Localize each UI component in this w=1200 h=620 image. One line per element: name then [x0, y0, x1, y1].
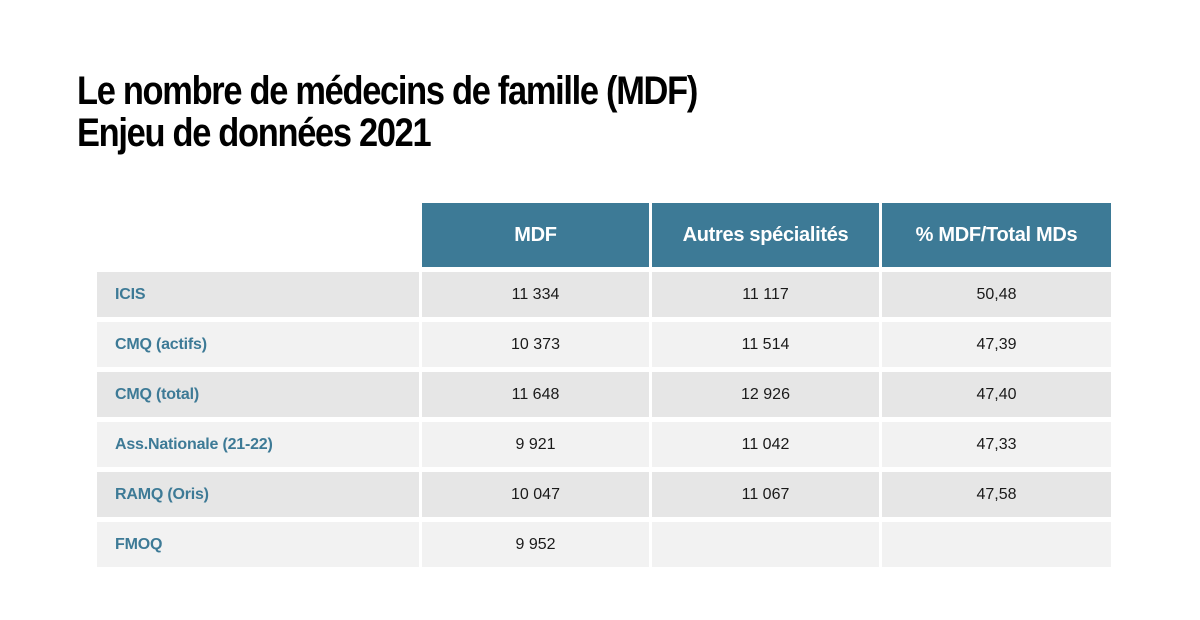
table-row: CMQ (actifs) 10 373 11 514 47,39 [97, 322, 1111, 367]
cell-mdf: 11 648 [422, 372, 649, 417]
row-label: ICIS [97, 272, 419, 317]
cell-pct: 47,39 [882, 322, 1111, 367]
row-label: FMOQ [97, 522, 419, 567]
header-cell-autres: Autres spécialités [652, 203, 879, 267]
cell-mdf: 10 047 [422, 472, 649, 517]
table-row: CMQ (total) 11 648 12 926 47,40 [97, 372, 1111, 417]
page-title: Le nombre de médecins de famille (MDF) E… [77, 70, 1077, 154]
table-header-row: MDF Autres spécialités % MDF/Total MDs [97, 203, 1111, 267]
cell-autres: 11 117 [652, 272, 879, 317]
row-label: RAMQ (Oris) [97, 472, 419, 517]
table-row: ICIS 11 334 11 117 50,48 [97, 272, 1111, 317]
title-line-1: Le nombre de médecins de famille (MDF) [77, 69, 698, 113]
cell-autres: 11 042 [652, 422, 879, 467]
cell-autres: 12 926 [652, 372, 879, 417]
header-cell-pct: % MDF/Total MDs [882, 203, 1111, 267]
row-label: Ass.Nationale (21-22) [97, 422, 419, 467]
cell-mdf: 11 334 [422, 272, 649, 317]
row-label: CMQ (total) [97, 372, 419, 417]
header-cell-empty [97, 203, 419, 267]
table-row: FMOQ 9 952 [97, 522, 1111, 567]
cell-pct: 47,33 [882, 422, 1111, 467]
cell-pct [882, 522, 1111, 567]
data-table: MDF Autres spécialités % MDF/Total MDs I… [97, 203, 1111, 572]
cell-mdf: 9 952 [422, 522, 649, 567]
cell-autres: 11 514 [652, 322, 879, 367]
table-row: Ass.Nationale (21-22) 9 921 11 042 47,33 [97, 422, 1111, 467]
cell-mdf: 10 373 [422, 322, 649, 367]
table-row: RAMQ (Oris) 10 047 11 067 47,58 [97, 472, 1111, 517]
title-line-2: Enjeu de données 2021 [77, 111, 432, 155]
row-label: CMQ (actifs) [97, 322, 419, 367]
cell-pct: 47,58 [882, 472, 1111, 517]
cell-autres: 11 067 [652, 472, 879, 517]
cell-autres [652, 522, 879, 567]
cell-pct: 50,48 [882, 272, 1111, 317]
cell-pct: 47,40 [882, 372, 1111, 417]
cell-mdf: 9 921 [422, 422, 649, 467]
header-cell-mdf: MDF [422, 203, 649, 267]
